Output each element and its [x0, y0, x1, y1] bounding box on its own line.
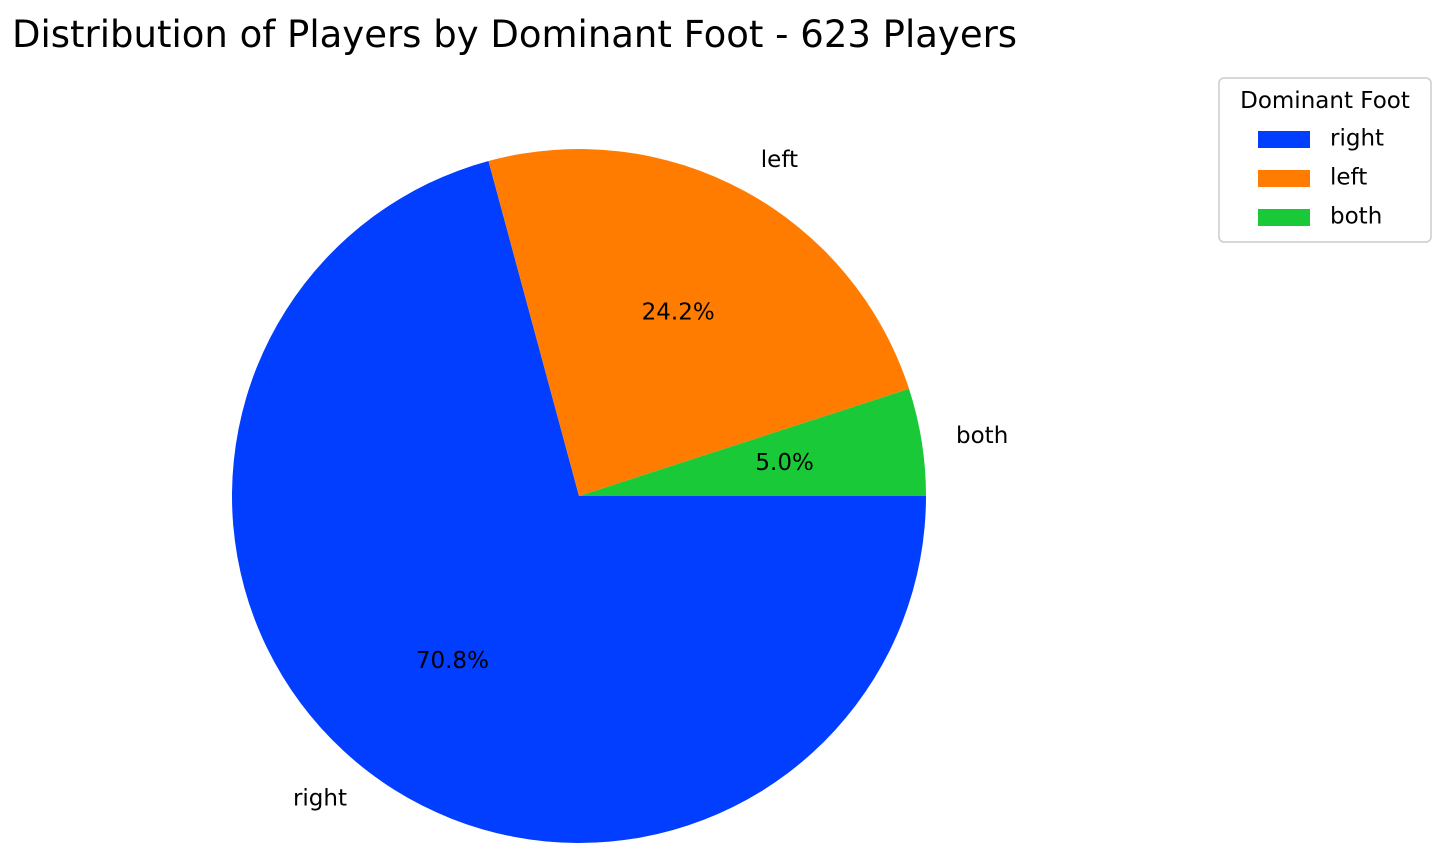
legend-swatch-both — [1258, 209, 1310, 226]
legend-label-right: right — [1330, 126, 1384, 152]
legend-swatch-left — [1258, 170, 1310, 187]
percent-label-both: 5.0% — [755, 450, 813, 476]
legend: Dominant Foot right left both — [1218, 77, 1432, 243]
legend-title: Dominant Foot — [1240, 88, 1410, 114]
legend-label-left: left — [1330, 165, 1367, 191]
pie-slice-both — [579, 388, 926, 496]
pie-slice-right — [231, 161, 926, 843]
legend-entries: right left both — [1258, 126, 1384, 230]
percent-label-right: 70.8% — [416, 648, 489, 674]
percent-label-left: 24.2% — [642, 299, 715, 325]
pie-labels: right 70.8% left 24.2% both 5.0% — [293, 147, 1008, 812]
legend-swatch-right — [1258, 131, 1310, 148]
pie-slice-left — [488, 148, 910, 496]
legend-frame — [1218, 77, 1432, 243]
chart-title: Distribution of Players by Dominant Foot… — [12, 13, 1017, 56]
slice-label-both: both — [956, 423, 1008, 449]
slice-label-left: left — [761, 147, 798, 173]
pie-slices — [231, 148, 926, 843]
slice-label-right: right — [293, 786, 347, 812]
legend-label-both: both — [1330, 204, 1382, 230]
